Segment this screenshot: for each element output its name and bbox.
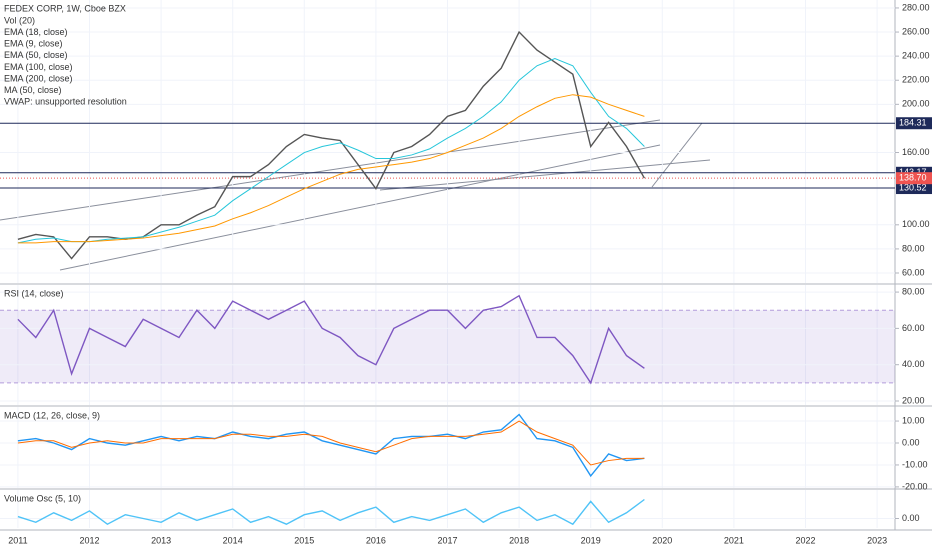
trend-line xyxy=(379,159,711,191)
pane-title: MACD (12, 26, close, 9) xyxy=(4,410,100,420)
y-tick-label: 0.00 xyxy=(902,437,920,447)
y-tick-label: 240.00 xyxy=(902,51,930,61)
trend-line xyxy=(651,122,703,188)
series-line xyxy=(17,420,645,466)
y-tick-label: 60.00 xyxy=(902,267,925,277)
x-tick-label: 2017 xyxy=(437,535,457,545)
y-tick-label: -20.00 xyxy=(902,481,928,491)
y-tick-label: 280.00 xyxy=(902,2,930,12)
indicator-label: EMA (9, close) xyxy=(4,39,63,49)
series-line xyxy=(17,58,645,244)
x-tick-label: 2014 xyxy=(223,535,243,545)
y-tick-label: 80.00 xyxy=(902,243,925,253)
trend-line xyxy=(0,119,661,221)
y-tick-label: 0.00 xyxy=(902,513,920,523)
y-tick-label: 260.00 xyxy=(902,26,930,36)
y-tick-label: 160.00 xyxy=(902,147,930,157)
x-tick-label: 2013 xyxy=(151,535,171,545)
x-tick-label: 2012 xyxy=(79,535,99,545)
series-line xyxy=(17,413,645,478)
rsi-band xyxy=(0,310,895,383)
indicator-label: EMA (100, close) xyxy=(4,62,73,72)
x-tick-label: 2015 xyxy=(294,535,314,545)
x-tick-label: 2023 xyxy=(867,535,887,545)
x-tick-label: 2016 xyxy=(366,535,386,545)
indicator-label: VWAP: unsupported resolution xyxy=(4,97,127,107)
level-box xyxy=(896,117,932,130)
y-tick-label: 60.00 xyxy=(902,323,925,333)
pane-title: Volume Osc (5, 10) xyxy=(4,493,81,503)
x-tick-label: 2020 xyxy=(652,535,672,545)
indicator-label: EMA (50, close) xyxy=(4,50,68,60)
indicator-label: EMA (18, close) xyxy=(4,27,68,37)
x-tick-label: 2021 xyxy=(724,535,744,545)
x-tick-label: 2019 xyxy=(581,535,601,545)
x-tick-label: 2011 xyxy=(8,535,27,545)
series-line xyxy=(17,30,646,260)
last-price-box xyxy=(896,172,932,185)
x-tick-label: 2018 xyxy=(509,535,529,545)
pane-title: RSI (14, close) xyxy=(4,288,64,298)
pane-title: FEDEX CORP, 1W, Cboe BZX xyxy=(4,3,126,13)
level-box xyxy=(896,182,932,195)
level-label: 184.31 xyxy=(899,118,927,128)
y-tick-label: 80.00 xyxy=(902,286,925,296)
indicator-label: Vol (20) xyxy=(4,15,35,25)
indicator-label: EMA (200, close) xyxy=(4,73,73,83)
y-tick-label: 20.00 xyxy=(902,395,925,405)
y-tick-label: 200.00 xyxy=(902,99,930,109)
level-label: 143.17 xyxy=(899,167,927,177)
y-tick-label: 100.00 xyxy=(902,219,930,229)
series-line xyxy=(17,294,645,385)
indicator-label: MA (50, close) xyxy=(4,85,62,95)
level-label: 130.52 xyxy=(899,182,927,192)
series-line xyxy=(17,498,645,526)
x-tick-label: 2022 xyxy=(795,535,815,545)
y-tick-label: 40.00 xyxy=(902,359,925,369)
last-price-label: 138.70 xyxy=(899,173,927,183)
y-tick-label: 220.00 xyxy=(902,75,930,85)
y-tick-label: -10.00 xyxy=(902,459,928,469)
series-line xyxy=(17,94,645,244)
y-tick-label: 10.00 xyxy=(902,415,925,425)
